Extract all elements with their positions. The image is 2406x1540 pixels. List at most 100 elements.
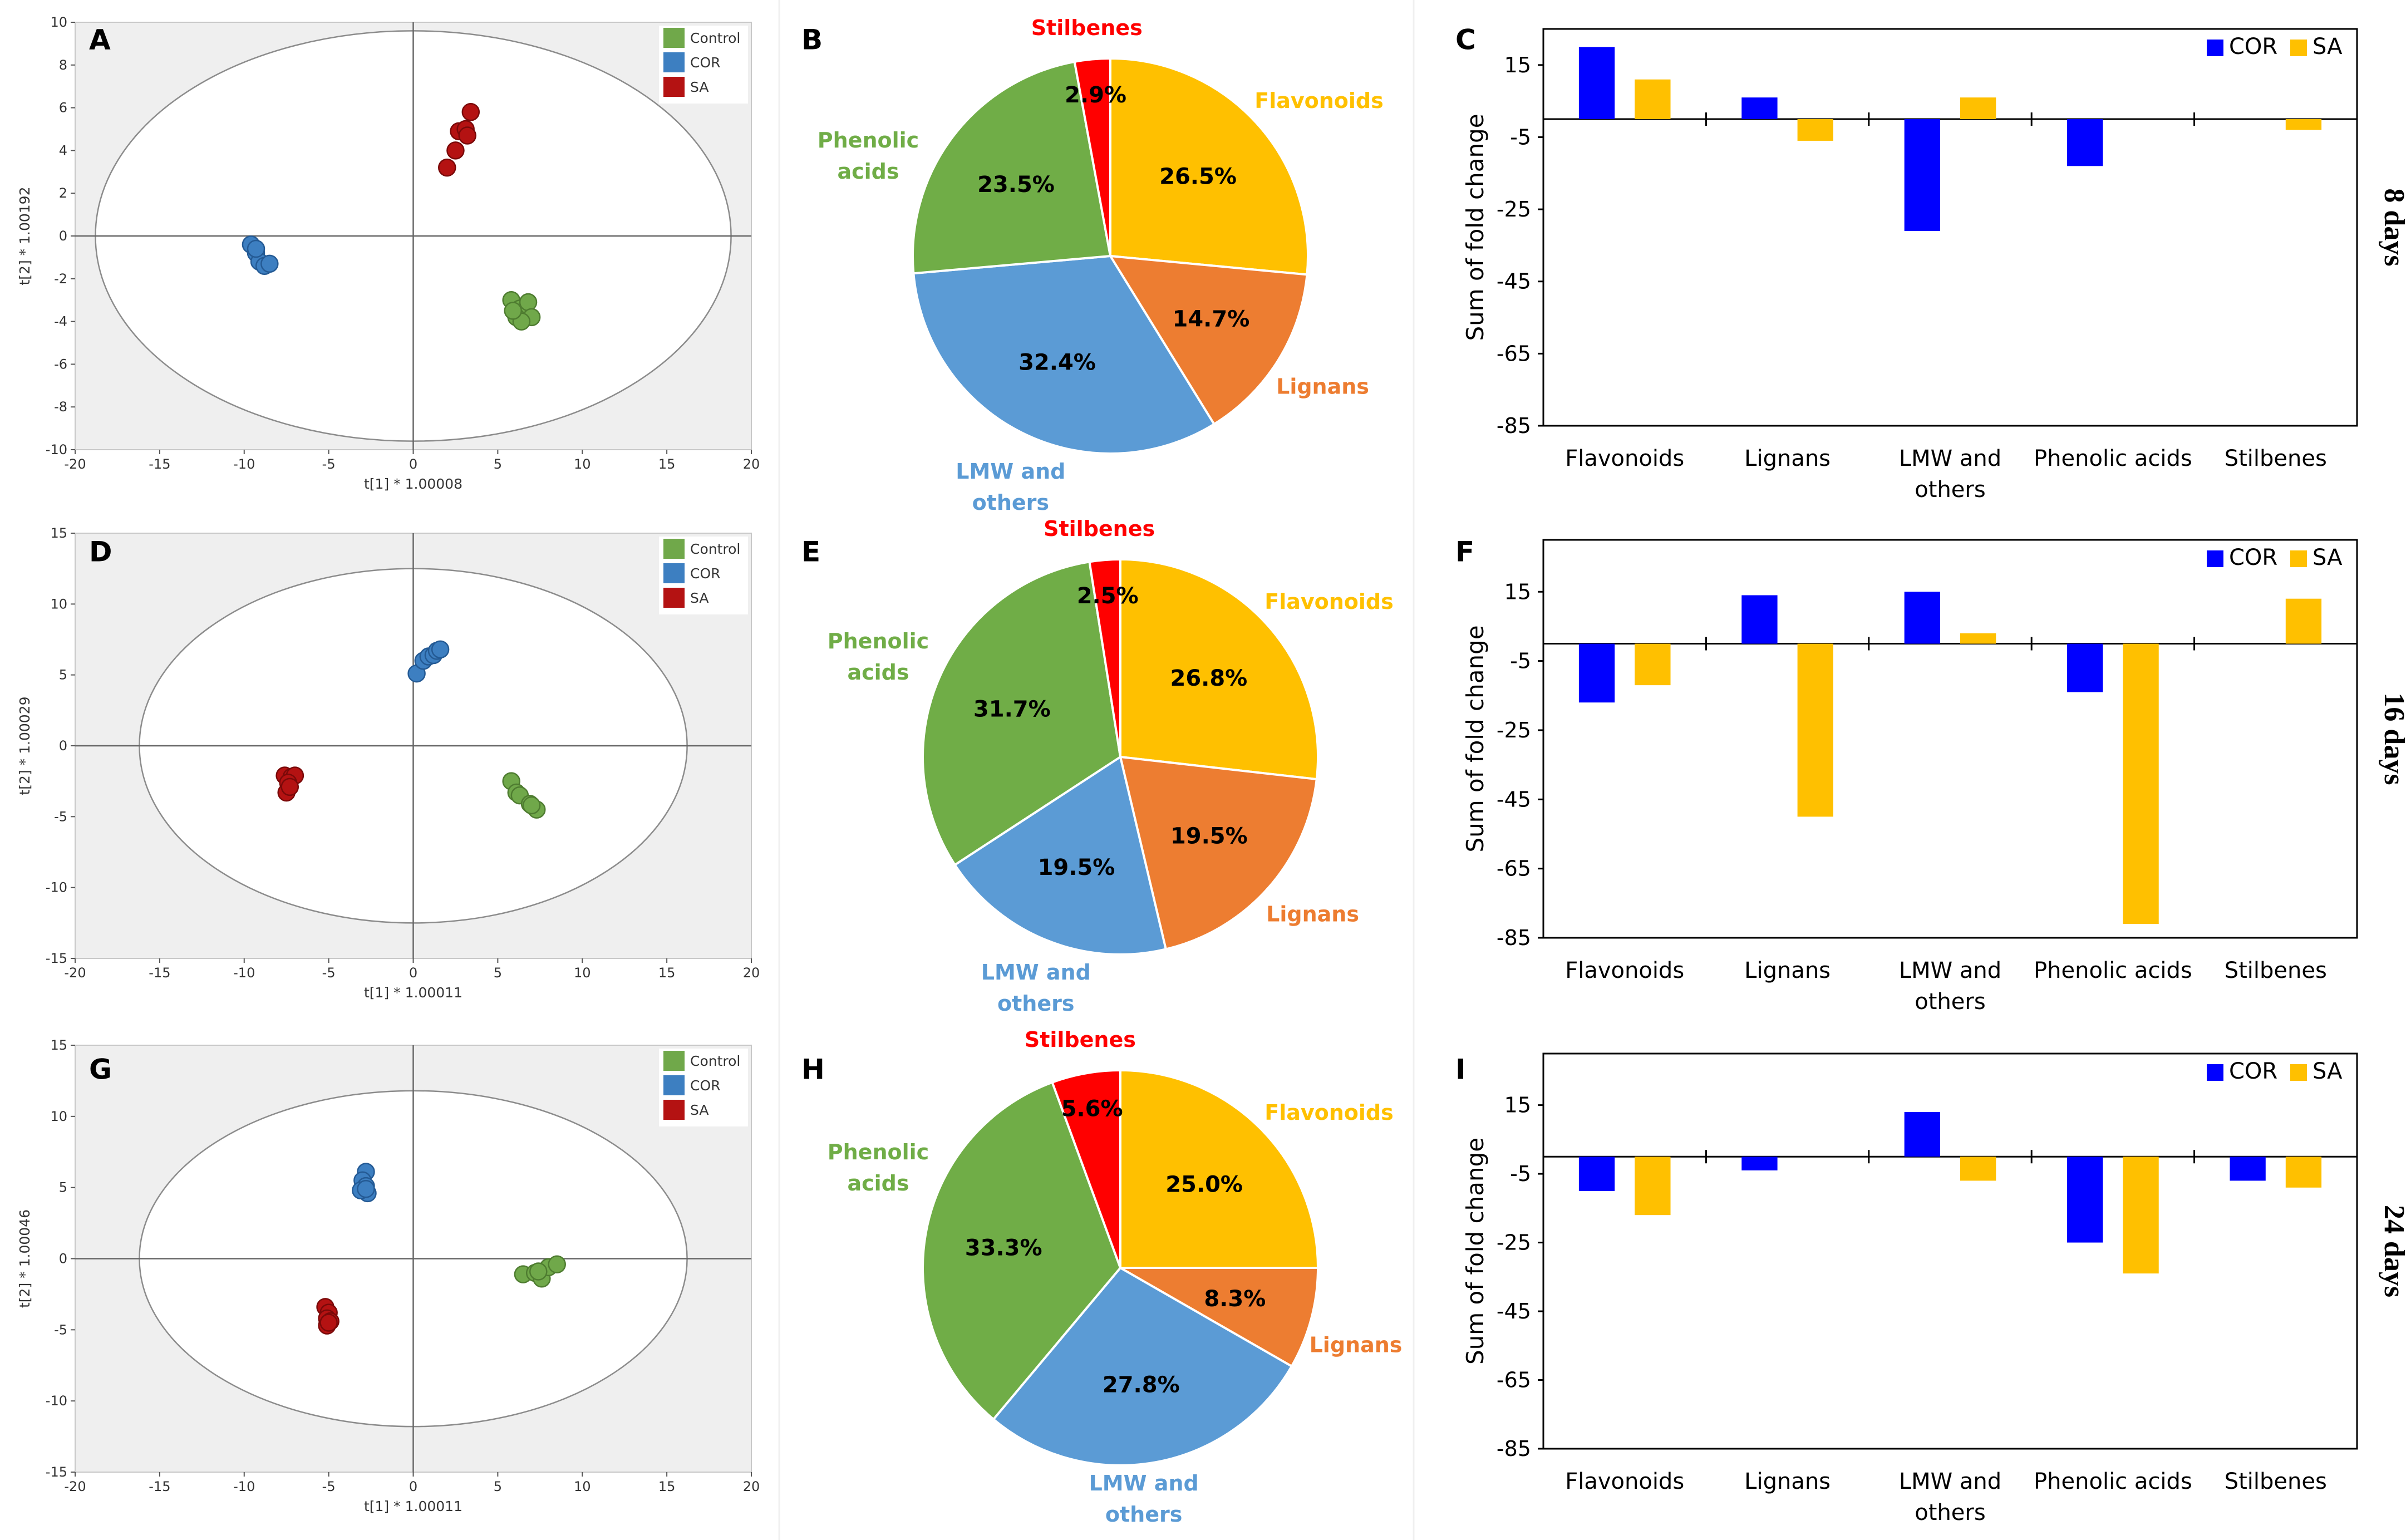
x-tick-label: 5: [494, 965, 502, 981]
y-tick-label: -25: [1497, 718, 1531, 742]
y-tick-label: 15: [1504, 1093, 1531, 1118]
pie-category-label-line: LMW and: [956, 459, 1065, 484]
legend-swatch-sa: [663, 588, 685, 608]
bar-cor: [2067, 643, 2103, 692]
x-tick-label: -15: [149, 1479, 170, 1494]
row-label: 24 days: [2378, 1205, 2406, 1297]
pie-value-label: 31.7%: [973, 697, 1051, 722]
x-tick-label: -10: [233, 1479, 255, 1494]
x-category-label-line: Flavonoids: [1565, 446, 1684, 471]
pie-value-label: 33.3%: [965, 1235, 1042, 1261]
data-point-sa: [446, 141, 465, 160]
x-category-label: Stilbenes: [2225, 1469, 2327, 1494]
x-category-label: Stilbenes: [2225, 446, 2327, 471]
bar-sa: [1960, 1157, 1996, 1181]
legend-swatch-cor: [663, 1075, 685, 1095]
y-tick-label: 6: [59, 100, 67, 116]
legend-swatch-sa: [2290, 40, 2307, 56]
panel-letter-C: C: [1455, 24, 1476, 56]
y-tick-label: 15: [1504, 53, 1531, 77]
legend-swatch-cor: [663, 563, 685, 583]
pie-category-label-line: Flavonoids: [1264, 589, 1394, 614]
pie-category-label-flavonoids: Flavonoids: [1264, 1100, 1394, 1125]
y-tick-label: -25: [1497, 197, 1531, 222]
legend-label-cor: COR: [690, 1077, 721, 1094]
pie-category-label-lmw-and-others: LMW and others: [981, 960, 1091, 1016]
pie-slice-flavonoids: [1119, 1069, 1320, 1269]
x-tick-label: 10: [574, 965, 591, 981]
pie-value-label: 32.4%: [1019, 350, 1096, 375]
data-point-control: [529, 1262, 548, 1281]
pie-slice-phenolic-acids: [922, 560, 1122, 867]
y-tick-label: -5: [54, 1322, 67, 1337]
y-tick-label: -85: [1497, 926, 1531, 950]
y-tick-label: -15: [46, 1464, 67, 1480]
y-tick-label: -15: [46, 951, 67, 966]
pie-value-label: 26.8%: [1170, 666, 1247, 691]
y-axis-label: Sum of fold change: [1462, 625, 1489, 852]
bar-sa: [1635, 79, 1671, 120]
data-point-sa: [319, 1313, 338, 1332]
pie-slice-lmw-and-others: [992, 1266, 1293, 1467]
plot-area: [1542, 539, 2358, 939]
pie-slice-stilbenes: [1088, 558, 1121, 757]
y-tick-label: -2: [54, 271, 67, 287]
pie-category-label-lmw-and-others: LMW and others: [1089, 1471, 1199, 1527]
row-label: 16 days: [2378, 692, 2406, 785]
y-tick-label: 15: [50, 1037, 67, 1053]
data-point-sa: [438, 158, 456, 177]
panel-letter-G: G: [89, 1054, 112, 1086]
x-tick-label: 10: [574, 1479, 591, 1494]
legend-swatch-sa: [663, 77, 685, 97]
pie-value-label: 8.3%: [1204, 1286, 1266, 1312]
x-category-label-line: LMW and: [1899, 1469, 2001, 1494]
legend-swatch-sa: [663, 1100, 685, 1120]
x-category-label: Flavonoids: [1565, 958, 1684, 983]
y-tick-label: -10: [46, 1393, 67, 1409]
pie-category-label-line: Stilbenes: [1025, 1027, 1136, 1052]
x-category-label: LMW and others: [1899, 446, 2001, 503]
pie-category-label-line: Phenolic: [818, 128, 919, 152]
pie-category-label-line: Lignans: [1276, 374, 1369, 398]
x-tick-label: 5: [494, 456, 502, 472]
x-tick-label: 20: [743, 965, 760, 981]
pie-category-label-line: Lignans: [1310, 1333, 1403, 1357]
bar-sa: [1635, 643, 1671, 686]
pie-category-label-lignans: Lignans: [1266, 902, 1359, 927]
bar-cor: [1578, 1157, 1615, 1191]
bar-sa: [1635, 1157, 1671, 1216]
x-tick-label: 0: [409, 1479, 417, 1494]
pie-slice-lignans: [1108, 254, 1308, 426]
bar-chart-F: 15 -5 -25 -45 -65 -85 Sum of fold change Flavon…: [1455, 536, 2406, 1015]
bar-sa: [2123, 643, 2159, 924]
legend-label-control: Control: [690, 30, 740, 46]
bar-cor: [1904, 1111, 1940, 1157]
x-category-label-line: Stilbenes: [2225, 1469, 2327, 1494]
x-category-label-line: Flavonoids: [1565, 1469, 1684, 1494]
y-tick-label: -5: [1510, 1162, 1531, 1186]
x-category-label: LMW and others: [1899, 958, 2001, 1015]
data-point-sa: [281, 778, 299, 796]
pie-category-label-lignans: Lignans: [1310, 1333, 1403, 1357]
legend-label-sa: SA: [2312, 1059, 2343, 1084]
x-category-label-line: LMW and: [1899, 446, 2001, 471]
legend-label-cor: COR: [2229, 1059, 2277, 1084]
y-tick-label: -45: [1497, 1299, 1531, 1323]
y-tick-label: -10: [46, 880, 67, 896]
data-point-control: [548, 1255, 566, 1273]
x-category-label-line: Flavonoids: [1565, 958, 1684, 983]
pie-category-label-flavonoids: Flavonoids: [1264, 589, 1394, 614]
pie-category-label-line: Lignans: [1266, 902, 1359, 927]
data-point-cor: [260, 254, 279, 273]
data-point-cor: [247, 239, 265, 258]
pie-chart-E: 26.8% Flavonoids 19.5% Lignans 19.5% LMW and o…: [801, 516, 1394, 1016]
x-category-label-line: Lignans: [1744, 1469, 1831, 1494]
legend-label-sa: SA: [690, 590, 708, 606]
x-category-label-line: Stilbenes: [2225, 958, 2327, 983]
y-tick-label: 0: [59, 738, 67, 754]
legend-label-cor: COR: [2229, 34, 2277, 60]
legend-swatch-control: [663, 28, 685, 48]
y-axis-label: t[2] * 1.00192: [17, 187, 33, 286]
